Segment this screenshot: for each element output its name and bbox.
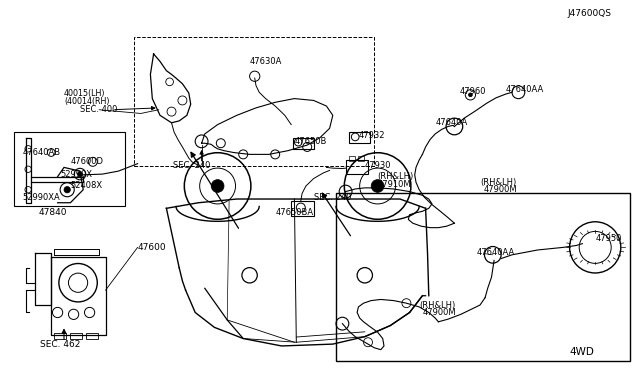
Text: 47640AA: 47640AA	[477, 248, 515, 257]
Text: (RH&LH): (RH&LH)	[419, 301, 456, 310]
Text: 47600: 47600	[138, 243, 166, 252]
Text: 47640AB: 47640AB	[22, 148, 61, 157]
Text: 47950: 47950	[595, 234, 621, 243]
Text: 52408X: 52408X	[70, 182, 102, 190]
Text: 47640A: 47640A	[435, 118, 467, 127]
Bar	[293, 138, 314, 149]
Bar	[134, 37, 374, 166]
Circle shape	[64, 186, 70, 193]
Text: (RH&LH): (RH&LH)	[378, 172, 414, 181]
Text: 47900M: 47900M	[483, 185, 517, 194]
Text: 47932: 47932	[358, 131, 385, 140]
Text: 47640AA: 47640AA	[506, 85, 544, 94]
Bar	[349, 156, 355, 161]
Text: SEC. 462: SEC. 462	[40, 340, 80, 349]
Text: (40014(RH): (40014(RH)	[64, 97, 109, 106]
Text: SEC. 400: SEC. 400	[80, 105, 117, 114]
Bar	[346, 160, 368, 174]
Bar	[349, 132, 370, 143]
Bar	[336, 193, 630, 361]
Text: J47600QS: J47600QS	[567, 9, 611, 17]
Bar	[86, 333, 98, 339]
Text: 47910M: 47910M	[378, 180, 412, 189]
Bar	[358, 156, 364, 161]
Text: 40015(LH): 40015(LH)	[64, 89, 106, 98]
Text: 47840: 47840	[38, 208, 67, 217]
Text: SEC. 240: SEC. 240	[173, 161, 210, 170]
Bar	[54, 333, 66, 339]
Text: SEC. 240: SEC. 240	[314, 193, 351, 202]
Text: 47930: 47930	[365, 161, 391, 170]
Text: 47900M: 47900M	[422, 308, 456, 317]
Text: 47960: 47960	[460, 87, 486, 96]
Circle shape	[77, 171, 83, 177]
Text: 47600D: 47600D	[70, 157, 104, 166]
Bar	[291, 201, 314, 216]
Circle shape	[468, 93, 472, 97]
Text: 52990X: 52990X	[61, 170, 93, 179]
Text: 4WD: 4WD	[570, 347, 595, 356]
Text: 47630A: 47630A	[250, 57, 282, 66]
Circle shape	[211, 180, 224, 192]
Text: 52990XA: 52990XA	[22, 193, 60, 202]
Text: 47650B: 47650B	[294, 137, 327, 146]
Bar	[14, 132, 125, 206]
Circle shape	[371, 180, 384, 192]
Text: (RH&LH): (RH&LH)	[480, 178, 516, 187]
Bar	[70, 333, 82, 339]
Text: 47650BA: 47650BA	[275, 208, 314, 217]
